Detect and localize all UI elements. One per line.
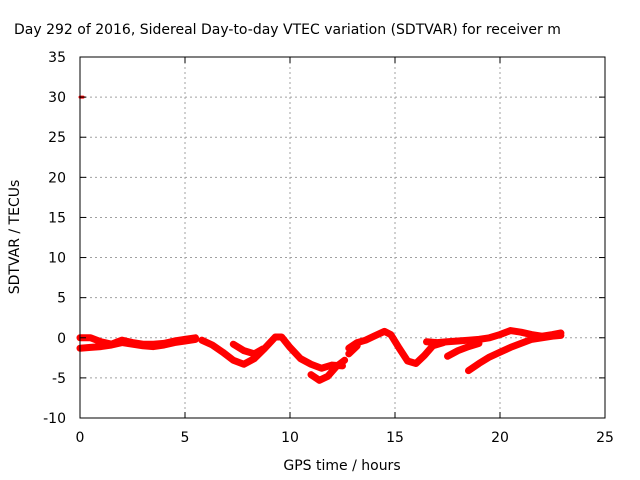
y-tick-label: 20: [48, 170, 66, 186]
chart-title: Day 292 of 2016, Sidereal Day-to-day VTE…: [14, 22, 561, 38]
x-tick-label: 25: [596, 430, 614, 446]
x-tick-label: 15: [386, 430, 404, 446]
series-line: [465, 331, 565, 375]
y-tick-label: 35: [48, 50, 66, 66]
y-tick-label: 15: [48, 210, 66, 226]
plot-frame: [79, 56, 606, 419]
y-tick-label: 25: [48, 130, 66, 146]
y-tick-label: 0: [57, 331, 66, 347]
series-line: [444, 339, 483, 360]
series-line: [345, 327, 447, 367]
data-series: [76, 95, 565, 384]
x-tick-label: 10: [281, 430, 299, 446]
y-tick-label: 5: [57, 291, 66, 307]
y-axis-label: SDTVAR / TECUs: [7, 180, 23, 295]
y-tick-label: -10: [43, 411, 66, 427]
x-tick-label: 20: [491, 430, 509, 446]
tick-labels: 0 5 10 15 20 25 -10 -5 0 5 10 15 20 25 30 35: [43, 50, 614, 446]
x-tick-label: 5: [181, 430, 190, 446]
series-line: [345, 342, 361, 358]
y-tick-label: 10: [48, 251, 66, 267]
series-line: [76, 335, 199, 352]
grid-lines: [80, 57, 605, 418]
x-tick-label: 0: [76, 430, 85, 446]
series-line: [198, 333, 346, 372]
y-tick-label: 30: [48, 90, 66, 106]
y-tick-label: -5: [52, 371, 66, 387]
series-line: [307, 356, 349, 384]
series-line: [229, 340, 267, 358]
x-axis-label: GPS time / hours: [283, 458, 400, 474]
